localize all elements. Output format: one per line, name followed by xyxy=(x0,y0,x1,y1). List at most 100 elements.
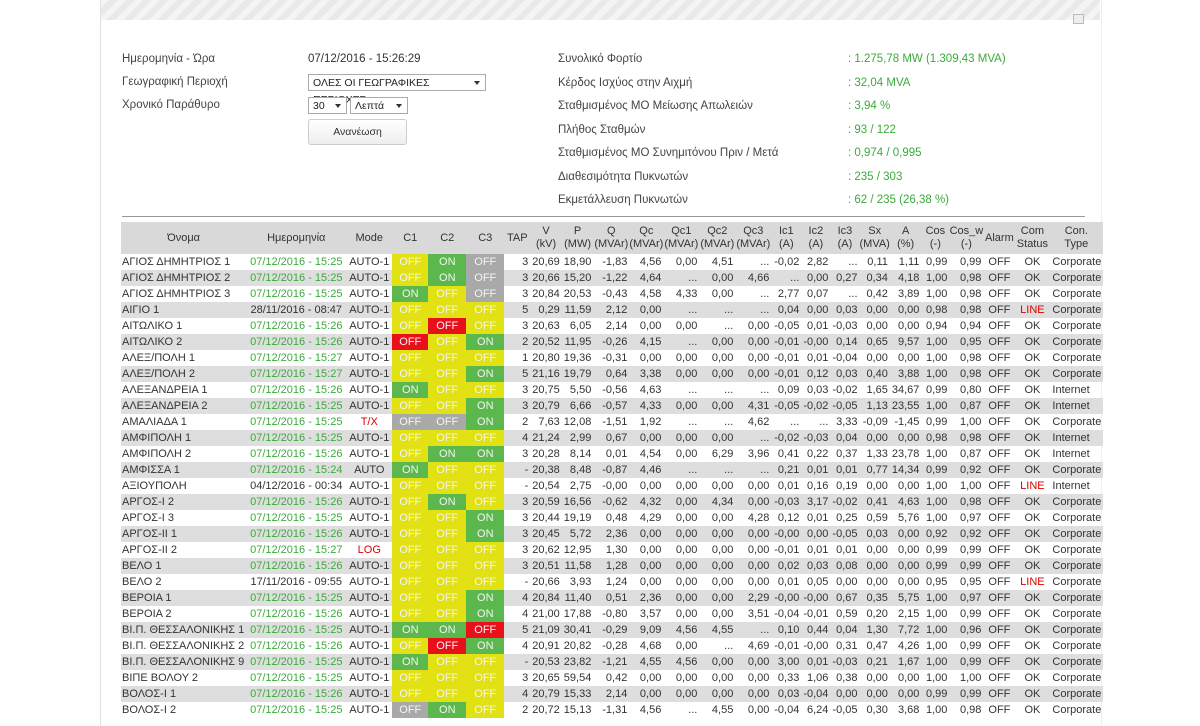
table-cell: 5,50 xyxy=(569,384,592,396)
table-cell: -0,01 xyxy=(771,334,802,350)
switch-cell: OFF xyxy=(466,270,505,286)
table-cell: 0,99 xyxy=(921,686,950,702)
table-cell: AUTO xyxy=(346,462,393,478)
switch-cell: OFF xyxy=(428,414,467,430)
table-row: ΑΓΙΟΣ ΔΗΜΗΤΡΙΟΣ 3 07/12/2016 - 15:25 AUTO-… xyxy=(121,286,1103,302)
table-row: ΒΟΛΟΣ-Ι 1 07/12/2016 - 15:26 AUTO-1 OFF OFF O… xyxy=(121,686,1104,702)
switch-cell: OFF xyxy=(428,318,467,334)
switch-cell: ON xyxy=(392,382,429,398)
table-cell: 3,68 xyxy=(897,704,920,716)
switch-cell: OFF xyxy=(466,350,505,366)
table-cell: -0,05 xyxy=(830,526,860,542)
table-cell: OFF xyxy=(988,384,1011,396)
table-cell: 0,01 xyxy=(807,352,829,364)
table-cell: OK xyxy=(1015,590,1050,606)
region-label: Γεωγραφική Περιοχή xyxy=(122,76,228,88)
table-cell: 23,55 xyxy=(889,398,922,414)
table-cell: ... xyxy=(688,384,698,396)
table-cell: 1,65 xyxy=(866,384,888,396)
table-cell: AUTO-1 xyxy=(349,384,390,396)
table-cell: AUTO-1 xyxy=(349,576,390,588)
switch-cell: OFF xyxy=(392,366,429,382)
column-header: Qc (MVAr) xyxy=(629,222,664,254)
unit-select[interactable]: Λεπτά xyxy=(350,97,408,114)
table-cell: 0,00 xyxy=(866,320,888,332)
stat-value: : 1.275,78 MW (1.309,43 MVA) xyxy=(848,53,1006,65)
table-cell: 0,00 xyxy=(889,686,922,702)
table-cell: 0,00 xyxy=(629,686,664,702)
table-cell: 0,00 xyxy=(889,526,922,542)
table-cell: -0,03 xyxy=(771,494,802,510)
table-cell: OK xyxy=(1015,334,1050,350)
table-cell: 21,16 xyxy=(530,366,562,382)
table-cell: 0,00 xyxy=(801,302,831,318)
table-cell: 2,14 xyxy=(605,320,628,332)
table-cell: 0,03 xyxy=(801,558,831,574)
table-row: ΒΙΠΕ ΒΟΛΟΥ 2 07/12/2016 - 15:25 AUTO-1 OFF O… xyxy=(121,670,1103,686)
table-cell: 0,00 xyxy=(675,256,698,268)
table-cell: 0,47 xyxy=(866,640,888,652)
table-cell: AUTO-1 xyxy=(346,334,393,350)
table-cell: 0,99 xyxy=(925,256,948,268)
table-cell: 20,52 xyxy=(530,334,562,350)
table-row: ΑΛΕΞΑΝΔΡΕΙΑ 2 07/12/2016 - 15:25 AUTO-1 OFF… xyxy=(121,398,1104,414)
switch-cell: OFF xyxy=(466,574,505,590)
table-cell: 0,22 xyxy=(807,448,829,460)
region-select[interactable]: ΟΛΕΣ ΟΙ ΓΕΩΓΡΑΦΙΚΕΣ ΠΕΡΙΟΧΕΣ xyxy=(308,74,486,106)
table-cell: 6,66 xyxy=(561,398,594,414)
table-cell: 59,54 xyxy=(563,672,592,684)
table-cell: 4,55 xyxy=(711,704,734,716)
table-cell: AUTO-1 xyxy=(346,558,393,574)
table-cell: 0,21 xyxy=(859,654,890,670)
table-cell: OK xyxy=(1024,640,1041,652)
table-cell: 0,12 xyxy=(801,366,831,382)
switch-cell: OFF xyxy=(392,414,429,430)
switch-cell: OFF xyxy=(392,318,429,334)
table-cell: 1,13 xyxy=(859,398,890,414)
table-cell: 4,68 xyxy=(639,640,662,652)
table-row: ΒΕΡΟΙΑ 1 07/12/2016 - 15:25 AUTO-1 OFF OFF ON… xyxy=(121,590,1104,606)
table-cell: 20,66 xyxy=(532,576,560,588)
table-cell: 2,36 xyxy=(593,526,630,542)
switch-cell: OFF xyxy=(428,638,467,654)
table-cell: 0,03 xyxy=(771,686,802,702)
table-cell: AUTO-1 xyxy=(349,512,390,524)
table-cell: -0,28 xyxy=(602,640,628,652)
stat-label: Διαθεσιμότητα Πυκνωτών xyxy=(558,170,689,183)
table-cell: AUTO-1 xyxy=(349,320,390,332)
table-cell: - xyxy=(504,654,531,670)
switch-cell: OFF xyxy=(428,558,467,574)
table-cell: 4,32 xyxy=(629,494,664,510)
table-cell: 0,00 xyxy=(699,590,736,606)
table-cell: 0,33 xyxy=(777,672,800,684)
table-cell: 3 xyxy=(522,448,529,460)
switch-cell: OFF xyxy=(392,350,429,366)
table-cell: AUTO-1 xyxy=(346,430,393,446)
table-cell: -0,02 xyxy=(774,256,800,268)
table-cell: 3 xyxy=(504,526,531,542)
table-cell: 28/11/2016 - 08:47 xyxy=(246,302,347,318)
table-cell: 4,29 xyxy=(639,512,662,524)
table-cell: ... xyxy=(663,334,700,350)
window-select[interactable]: 30 xyxy=(308,97,347,114)
column-header: Cos_w (-) xyxy=(949,222,984,254)
table-cell: OK xyxy=(1015,558,1050,574)
print-icon[interactable] xyxy=(1073,14,1084,24)
table-cell: 0,00 xyxy=(699,686,736,702)
table-cell: OK xyxy=(1015,654,1050,670)
table-cell: 15,33 xyxy=(561,686,594,702)
table-cell: 0,00 xyxy=(747,320,770,332)
table-cell: AUTO-1 xyxy=(349,352,390,364)
table-cell: 21,09 xyxy=(530,622,562,638)
table-cell: ΑΙΤΩΛΙΚΟ 2 xyxy=(121,334,247,350)
column-header: Com Status xyxy=(1015,222,1050,254)
table-row: ΑΡΓΟΣ-ΙΙ 2 07/12/2016 - 15:27 LOG OFF OFF OFF… xyxy=(121,542,1103,558)
switch-cell: OFF xyxy=(466,686,505,702)
table-cell: ΑΡΓΟΣ-ΙΙ 2 xyxy=(122,544,178,556)
table-cell: 0,00 xyxy=(699,366,736,382)
table-cell: ΒΟΛΟΣ-Ι 2 xyxy=(122,704,177,716)
table-cell: 0,00 xyxy=(675,640,698,652)
table-cell: 0,00 xyxy=(699,398,736,414)
refresh-button[interactable]: Ανανέωση xyxy=(308,119,407,145)
table-cell: ... xyxy=(724,416,734,428)
